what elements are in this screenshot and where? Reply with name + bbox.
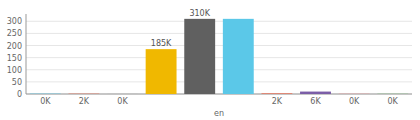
grid-line [26, 57, 412, 58]
bars [30, 19, 408, 94]
bar [300, 92, 331, 94]
grid [26, 21, 412, 94]
bar [261, 93, 292, 94]
y-tick-label: 250 [7, 29, 22, 38]
y-tick-label: 300 [7, 17, 22, 26]
x-axis-line [26, 94, 412, 95]
x-tick-label: 2K [272, 97, 283, 106]
y-tick-label: 200 [7, 42, 22, 51]
grid-line [26, 69, 412, 70]
data-label: 310K [189, 9, 210, 18]
x-tick-label: 0K [388, 97, 399, 106]
y-tick-label: 0 [17, 90, 22, 99]
data-label: 185K [151, 39, 172, 48]
chart-svg: 0 50 100 150 200 250 300 185K 310K 0K 2K 0K 2K 6K 0K 0K… [0, 0, 420, 120]
grid-line [26, 94, 412, 95]
x-tick-label: 6K [310, 97, 321, 106]
x-axis-label: en [214, 109, 224, 118]
bar [184, 19, 215, 94]
grid-line [26, 33, 412, 34]
x-tick-label: 2K [79, 97, 90, 106]
bar [339, 93, 370, 94]
bar [107, 93, 138, 94]
bar [68, 93, 99, 94]
grid-line [26, 81, 412, 82]
y-tick-label: 150 [7, 54, 22, 63]
x-tick-label: 0K [349, 97, 360, 106]
chart-container: 0 50 100 150 200 250 300 185K 310K 0K 2K 0K 2K 6K 0K 0K… [0, 0, 420, 120]
grid-line [26, 21, 412, 22]
bar [377, 93, 408, 94]
grid-line [26, 45, 412, 46]
y-tick-label: 50 [12, 78, 22, 87]
y-axis-line [26, 14, 27, 94]
x-tick-label: 0K [117, 97, 128, 106]
bar [146, 49, 177, 94]
y-tick-label: 100 [7, 66, 22, 75]
x-tick-label: 0K [40, 97, 51, 106]
bar [30, 93, 61, 94]
bar [223, 19, 254, 94]
